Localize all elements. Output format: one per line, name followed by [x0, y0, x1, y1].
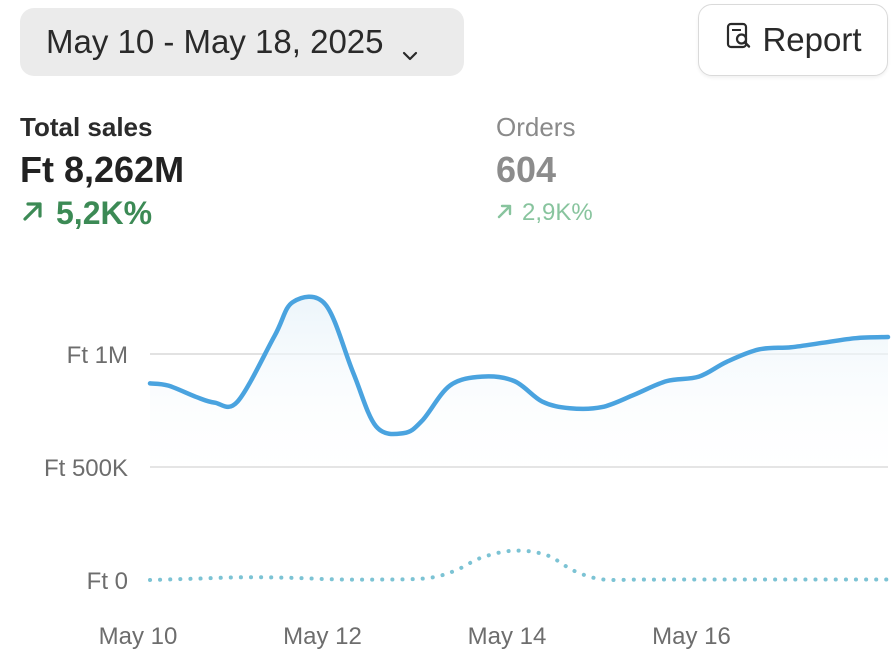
- total-sales-change-value: 5,2K%: [56, 195, 153, 231]
- total-sales-change: 5,2K%: [20, 195, 184, 232]
- sales-line: [147, 294, 891, 437]
- total-sales-metric[interactable]: Total sales Ft 8,262M 5,2K%: [20, 112, 184, 232]
- total-sales-value: Ft 8,262M: [20, 149, 185, 190]
- total-sales-label: Total sales: [20, 112, 153, 142]
- arrow-up-right-icon: [20, 195, 46, 232]
- x-tick-label: May 12: [283, 623, 362, 650]
- chevron-down-icon: [402, 34, 418, 61]
- orders-metric[interactable]: Orders 604 2,9K%: [496, 112, 593, 227]
- orders-label: Orders: [496, 112, 576, 142]
- date-range-label: May 10 - May 18, 2025: [46, 23, 384, 60]
- x-tick-label: May 14: [468, 623, 547, 650]
- y-tick-label: Ft 0: [87, 568, 128, 595]
- report-button[interactable]: Report: [698, 4, 888, 76]
- x-tick-label: May 16: [652, 623, 731, 650]
- x-tick-label: May 10: [99, 623, 178, 650]
- orders-change: 2,9K%: [496, 199, 593, 227]
- y-tick-label: Ft 500K: [44, 455, 128, 482]
- arrow-up-right-icon: [496, 199, 514, 227]
- date-range-picker[interactable]: May 10 - May 18, 2025: [20, 8, 464, 76]
- report-label: Report: [762, 21, 862, 58]
- y-tick-label: Ft 1M: [67, 342, 128, 369]
- comparison-line: [148, 548, 890, 583]
- orders-change-value: 2,9K%: [522, 199, 593, 226]
- orders-value: 604: [496, 149, 557, 190]
- report-search-icon: [724, 21, 754, 59]
- sales-area-fill: [150, 296, 888, 490]
